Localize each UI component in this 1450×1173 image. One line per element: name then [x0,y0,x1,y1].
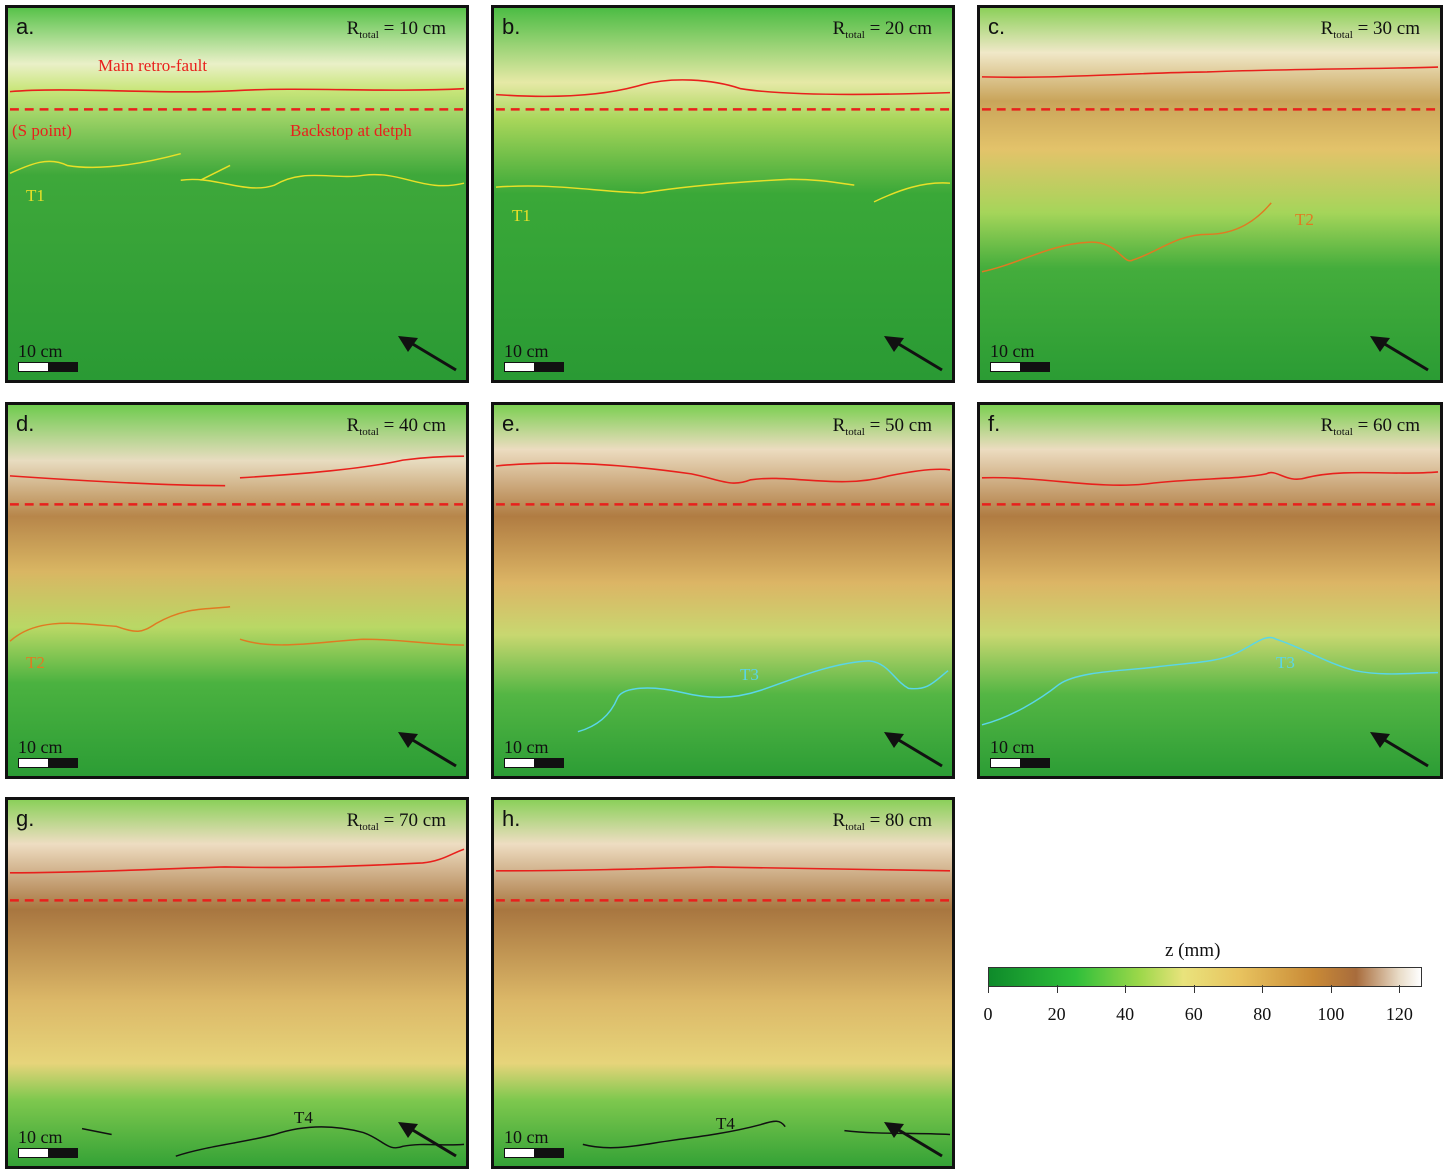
t2-label: T2 [1295,210,1314,229]
colorbar-tick [1056,985,1058,993]
colorbar-tick-label: 80 [1253,1004,1272,1024]
panel-e: e. Rtotal = 50 cm T3 10 cm [491,402,955,779]
scale-bar-graphic [18,362,78,372]
panel-h: h. Rtotal = 80 cm T4 10 cm [491,797,955,1169]
r-total-label: Rtotal = 30 cm [1320,18,1420,41]
colorbar-tick [988,985,989,993]
scale-bar: 10 cm [990,738,1050,768]
direction-arrow-icon [1370,732,1429,768]
colorbar-tick [1399,985,1401,993]
scale-bar: 10 cm [18,738,78,768]
panel-label: e. [502,411,521,436]
r-total-label: Rtotal = 50 cm [832,415,932,438]
colorbar-tick [1125,985,1127,993]
panel-f: f. Rtotal = 60 cm T3 10 cm [977,402,1443,779]
elevation-map-f [980,405,1440,776]
panel-label: d. [16,411,35,436]
panel-label: c. [988,14,1006,39]
direction-arrow-icon [884,336,943,372]
colorbar [988,967,1422,987]
scale-label: 10 cm [504,1127,549,1147]
s-point-label: (S point) [12,121,72,140]
colorbar-tick-label: 100 [1317,1004,1345,1024]
r-total-label: Rtotal = 40 cm [346,415,446,438]
t2-label: T2 [26,653,45,672]
t3-label: T3 [1276,653,1295,672]
panel-c: c. Rtotal = 30 cm T2 10 cm [977,5,1443,383]
scale-bar: 10 cm [504,1128,564,1158]
scale-bar-graphic [990,362,1050,372]
scale-bar-graphic [990,758,1050,768]
scale-bar: 10 cm [18,342,78,372]
scale-bar-graphic [18,1148,78,1158]
scale-label: 10 cm [504,341,549,361]
scale-bar: 10 cm [504,342,564,372]
colorbar-tick-label: 0 [983,1004,993,1024]
scale-bar-graphic [504,758,564,768]
direction-arrow-icon [398,732,457,768]
scale-label: 10 cm [18,1127,63,1147]
panel-label: a. [16,14,35,39]
t4-label: T4 [294,1108,313,1127]
colorbar-tick-label: 60 [1184,1004,1203,1024]
panel-label: h. [502,806,521,831]
panel-label: g. [16,806,35,831]
scale-label: 10 cm [18,737,63,757]
panel-label: b. [502,14,521,39]
panel-b: b. Rtotal = 20 cm T1 10 cm [491,5,955,383]
colorbar-tick-label: 120 [1385,1004,1413,1024]
direction-arrow-icon [398,1122,457,1158]
direction-arrow-icon [1370,336,1429,372]
elevation-map-e [494,405,952,776]
panel-d: d. Rtotal = 40 cm T2 10 cm [5,402,469,779]
colorbar-tick [1330,985,1332,993]
t1-label: T1 [512,206,531,225]
scale-bar: 10 cm [504,738,564,768]
elevation-map-b [494,8,952,380]
scale-label: 10 cm [990,737,1035,757]
scale-label: 10 cm [990,341,1035,361]
main-retro-fault-label: Main retro-fault [98,56,208,75]
colorbar-title: z (mm) [1165,940,1221,961]
colorbar-tick-label: 20 [1047,1004,1066,1024]
direction-arrow-icon [884,732,943,768]
elevation-map-h [494,800,952,1166]
colorbar-tick [1262,985,1264,993]
elevation-map-d [8,405,466,776]
colorbar-tick-label: 40 [1116,1004,1135,1024]
scale-bar: 10 cm [990,342,1050,372]
direction-arrow-icon [398,336,457,372]
t1-label: T1 [26,186,45,205]
elevation-map-c [980,8,1440,380]
r-total-label: Rtotal = 20 cm [832,18,932,41]
scale-bar-graphic [18,758,78,768]
elevation-map-a [8,8,466,380]
backstop-label: Backstop at detph [290,121,412,140]
scale-bar-graphic [504,362,564,372]
r-total-label: Rtotal = 60 cm [1320,415,1420,438]
scale-bar-graphic [504,1148,564,1158]
t3-label: T3 [740,665,759,684]
colorbar-tick [1193,985,1195,993]
t4-label: T4 [716,1114,735,1133]
scale-bar: 10 cm [18,1128,78,1158]
r-total-label: Rtotal = 80 cm [832,810,932,833]
panel-a: a. Rtotal = 10 cm Main retro-fault (S po… [5,5,469,383]
r-total-label: Rtotal = 70 cm [346,810,446,833]
scale-label: 10 cm [18,341,63,361]
elevation-map-g [8,800,466,1166]
direction-arrow-icon [884,1122,943,1158]
r-total-label: Rtotal = 10 cm [346,18,446,41]
panel-label: f. [988,411,1001,436]
panel-g: g. Rtotal = 70 cm T4 10 cm [5,797,469,1169]
scale-label: 10 cm [504,737,549,757]
